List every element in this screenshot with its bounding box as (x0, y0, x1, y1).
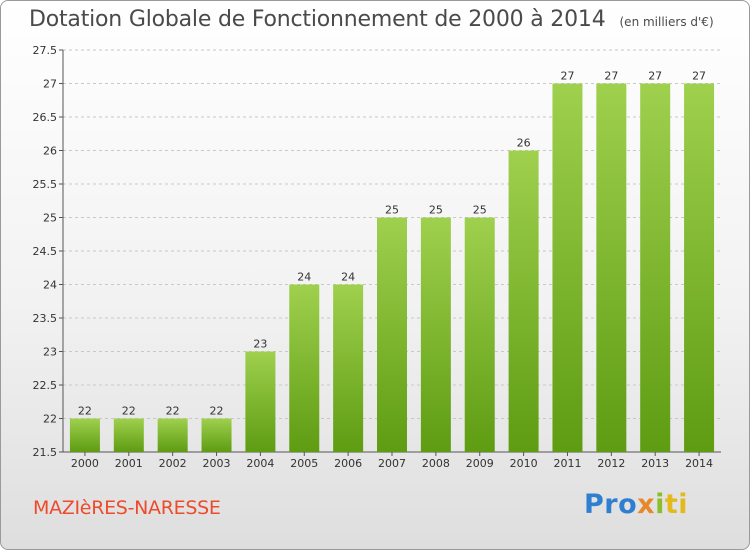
bar (333, 284, 364, 452)
bar (420, 217, 451, 452)
bar (596, 83, 627, 452)
y-tick-label: 23 (43, 346, 57, 359)
x-tick-label: 2014 (685, 457, 713, 470)
y-tick-label: 27.5 (33, 44, 58, 57)
bar (464, 217, 495, 452)
x-tick-label: 2000 (71, 457, 99, 470)
chart-subtitle: (en milliers d'€) (619, 15, 714, 29)
bar-data-label: 27 (648, 70, 662, 83)
bar (552, 83, 583, 452)
bar-data-label: 22 (210, 405, 224, 418)
y-tick-label: 26 (43, 145, 57, 158)
y-tick-label: 26.5 (33, 111, 58, 124)
bar (640, 83, 671, 452)
chart-title-text: Dotation Globale de Fonctionnement de 20… (29, 7, 606, 32)
bar (508, 150, 539, 452)
y-tick-label: 25.5 (33, 178, 58, 191)
bar-data-label: 27 (560, 70, 574, 83)
x-tick-label: 2011 (553, 457, 581, 470)
x-tick-label: 2006 (334, 457, 362, 470)
y-tick-label: 25 (43, 212, 57, 225)
bar-data-label: 27 (692, 70, 706, 83)
x-tick-label: 2005 (290, 457, 318, 470)
x-tick-label: 2003 (203, 457, 231, 470)
bar (201, 418, 232, 452)
bar-data-label: 24 (341, 271, 355, 284)
bar (245, 351, 276, 452)
y-tick-label: 23.5 (33, 312, 58, 325)
x-tick-label: 2004 (246, 457, 274, 470)
commune-name: MAZIèRES-NARESSE (33, 497, 221, 519)
bar (113, 418, 144, 452)
y-tick-label: 24 (43, 279, 57, 292)
x-tick-label: 2012 (597, 457, 625, 470)
bar-data-label: 24 (297, 271, 311, 284)
bar (289, 284, 320, 452)
proxiti-logo: Proxiti (584, 489, 688, 520)
x-tick-label: 2007 (378, 457, 406, 470)
chart-title: Dotation Globale de Fonctionnement de 20… (29, 7, 714, 32)
bar (377, 217, 407, 452)
x-tick-label: 2008 (422, 457, 450, 470)
bar-data-label: 22 (166, 405, 180, 418)
bar-data-label: 23 (253, 338, 267, 351)
x-tick-label: 2001 (115, 457, 143, 470)
y-tick-label: 27 (43, 78, 57, 91)
y-tick-label: 22.5 (33, 379, 58, 392)
logo-part-ti: ti (664, 489, 689, 520)
bar-data-label: 25 (473, 204, 487, 217)
bar-data-label: 26 (517, 137, 531, 150)
bar (684, 83, 715, 452)
bar-data-label: 25 (429, 204, 443, 217)
bar (69, 418, 100, 452)
x-tick-label: 2009 (466, 457, 494, 470)
logo-part-pro: Pro (584, 489, 638, 520)
y-tick-label: 21.5 (33, 446, 58, 459)
logo-part-x: x (637, 489, 656, 520)
x-tick-label: 2013 (641, 457, 669, 470)
bar-data-label: 22 (78, 405, 92, 418)
bar (157, 418, 188, 452)
y-tick-label: 22 (43, 413, 57, 426)
bar-data-label: 27 (604, 70, 618, 83)
logo-part-i: i (655, 489, 665, 520)
x-tick-label: 2010 (510, 457, 538, 470)
bar-data-label: 22 (122, 405, 136, 418)
y-tick-label: 24.5 (33, 245, 58, 258)
bar-data-label: 25 (385, 204, 399, 217)
x-tick-label: 2002 (159, 457, 187, 470)
